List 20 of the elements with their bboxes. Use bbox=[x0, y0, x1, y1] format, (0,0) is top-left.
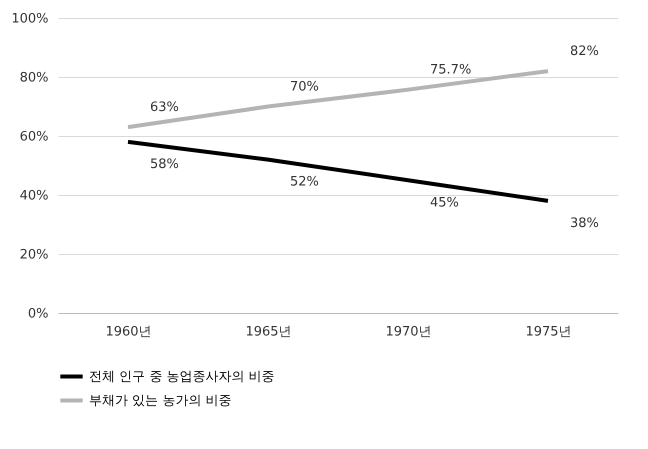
y-tick-label: 100% bbox=[11, 12, 48, 26]
data-label: 70% bbox=[290, 80, 319, 94]
data-label: 82% bbox=[570, 44, 599, 60]
x-tick-label: 1965년 bbox=[245, 324, 292, 340]
data-label: 58% bbox=[150, 156, 179, 172]
data-label: 38% bbox=[570, 216, 599, 231]
y-tick-label: 80% bbox=[20, 70, 48, 86]
legend-label: 부채가 있는 농가의 비중 bbox=[89, 394, 232, 408]
y-tick-label: 20% bbox=[20, 248, 48, 262]
x-tick-label: 1960년 bbox=[105, 324, 152, 340]
y-tick-label: 60% bbox=[20, 130, 48, 144]
legend-label: 전체 인구 중 농업종사자의 비중 bbox=[89, 370, 275, 384]
data-label: 45% bbox=[430, 195, 459, 210]
data-label: 63% bbox=[150, 100, 179, 116]
x-tick-label: 1970년 bbox=[385, 324, 432, 340]
data-label: 52% bbox=[290, 174, 319, 190]
y-tick-label: 0% bbox=[28, 306, 48, 322]
y-tick-label: 40% bbox=[20, 188, 48, 204]
x-tick-label: 1975년 bbox=[525, 324, 572, 340]
data-label: 75.7% bbox=[430, 62, 472, 78]
